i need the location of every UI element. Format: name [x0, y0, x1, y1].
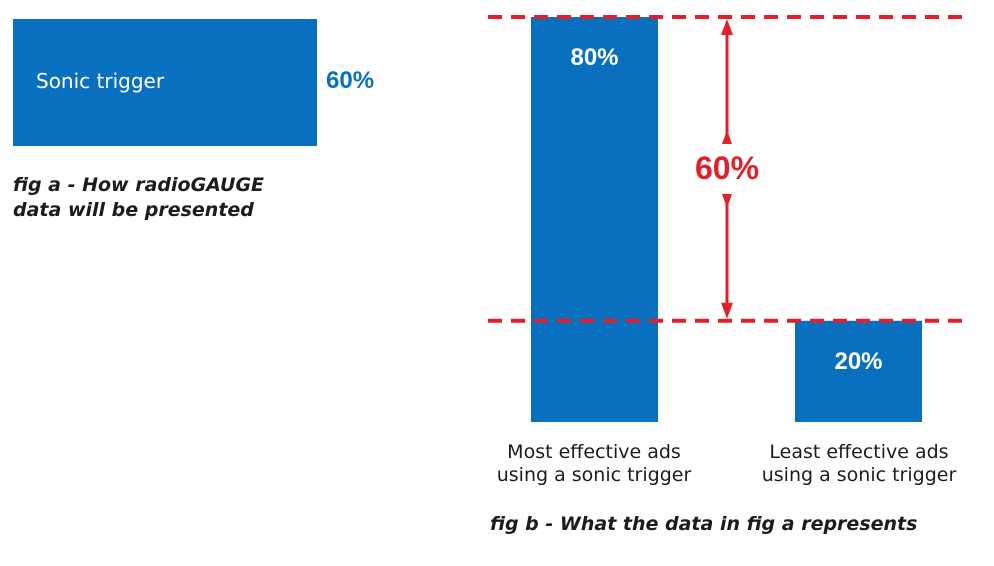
- difference-arrow-tip-lower: [722, 194, 732, 208]
- category-label-line: Least effective ads: [769, 441, 949, 463]
- bar-value-label-0: 80%: [570, 44, 618, 71]
- fig-a-caption: fig a - How radioGAUGE data will be pres…: [13, 173, 303, 223]
- difference-arrow-head-top: [721, 19, 733, 35]
- fig-a-caption-line1: fig a - How radioGAUGE: [13, 174, 265, 196]
- category-label-line: Most effective ads: [507, 441, 681, 463]
- fig-a-value-label: 60%: [326, 67, 375, 94]
- category-label-line: using a sonic trigger: [761, 464, 957, 486]
- category-label-line: using a sonic trigger: [496, 464, 692, 486]
- bar-1: [795, 320, 922, 422]
- bar-value-label-1: 20%: [834, 348, 882, 375]
- difference-arrow-tip-upper: [722, 130, 732, 144]
- category-label-most-effective: Most effective ads using a sonic trigger: [474, 441, 714, 487]
- category-label-least-effective: Least effective ads using a sonic trigge…: [739, 441, 979, 487]
- fig-b-caption: fig b - What the data in fig a represent…: [490, 513, 918, 535]
- difference-arrow-head-bottom: [721, 302, 733, 319]
- difference-label: 60%: [694, 150, 760, 186]
- fig-a-bar-label: Sonic trigger: [36, 69, 165, 93]
- fig-a-caption-line2: data will be presented: [13, 199, 254, 221]
- fig-a-bar: [13, 19, 317, 146]
- bar-0: [531, 17, 658, 422]
